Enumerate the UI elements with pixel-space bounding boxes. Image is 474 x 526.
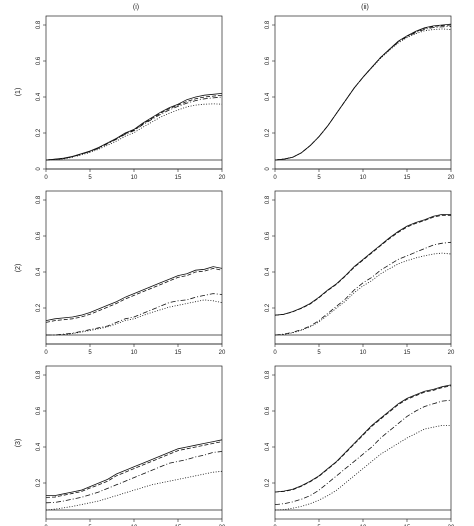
y-tick-label: 0.4 xyxy=(36,92,42,101)
y-tick-label: 0.8 xyxy=(36,20,42,29)
column-label-i: (i) xyxy=(133,4,139,11)
y-tick-label: 0.2 xyxy=(36,128,42,137)
series-line-dashdot xyxy=(45,451,223,504)
column-label-ii: (ii) xyxy=(361,4,369,11)
x-tick-label: 10 xyxy=(360,350,367,356)
series-line-dotted xyxy=(274,424,451,511)
series-line-dotted xyxy=(45,470,223,511)
series-line-solid xyxy=(274,213,451,316)
series-line-dashdot xyxy=(46,293,223,336)
series-line-dashed xyxy=(45,441,223,498)
y-tick-label: 0.6 xyxy=(265,56,271,65)
series-line-dashdot xyxy=(45,96,223,161)
series-line-solid xyxy=(45,266,223,321)
x-tick-label: 15 xyxy=(175,175,182,181)
plot-frame xyxy=(274,15,452,170)
series-line-solid xyxy=(46,439,223,497)
x-tick-label: 0 xyxy=(273,175,277,181)
x-tick-label: 20 xyxy=(219,350,226,356)
y-tick-label: 0.6 xyxy=(36,231,42,240)
x-tick-label: 10 xyxy=(131,175,138,181)
y-tick-label: 0.4 xyxy=(36,442,42,451)
plot-frame xyxy=(274,190,452,345)
x-tick-label: 15 xyxy=(404,350,411,356)
y-tick-label: 0.2 xyxy=(36,303,42,312)
x-tick-label: 10 xyxy=(131,350,138,356)
y-tick-label: 0 xyxy=(265,167,271,171)
y-tick-label: 0 xyxy=(36,167,42,171)
x-tick-label: 0 xyxy=(44,350,48,356)
x-tick-label: 15 xyxy=(404,175,411,181)
y-tick-label: 0.8 xyxy=(265,370,271,379)
series-line-dashed xyxy=(274,385,452,493)
x-tick-label: 20 xyxy=(448,175,455,181)
y-tick-label: 0.8 xyxy=(36,195,42,204)
x-tick-label: 15 xyxy=(175,350,182,356)
y-tick-label: 0.2 xyxy=(265,478,271,487)
x-tick-label: 5 xyxy=(88,350,92,356)
x-tick-label: 5 xyxy=(88,175,92,181)
panel-2-1: 0.2 0.4 0.6 0.8 0 5 10 15 20 xyxy=(36,190,226,356)
series-line-dashdot xyxy=(274,26,452,161)
y-tick-label: 0.6 xyxy=(36,406,42,415)
y-tick-label: 0.2 xyxy=(265,128,271,137)
series-line-dashed xyxy=(45,94,223,161)
panels-group: 0 0.2 0.4 0.6 0.8 0 5 10 15 20 0 0.2 0.4 0.6 0.8 0 5 10 15… xyxy=(36,15,455,526)
y-tick-label: 0.6 xyxy=(265,231,271,240)
plot-frame xyxy=(45,190,223,345)
row-label-3: (3) xyxy=(15,439,22,448)
y-tick-label: 0.8 xyxy=(265,20,271,29)
y-tick-label: 0.4 xyxy=(265,92,271,101)
series-line-dotted xyxy=(46,299,223,336)
y-tick-label: 0.2 xyxy=(265,303,271,312)
x-tick-label: 5 xyxy=(317,175,321,181)
y-tick-label: 0.4 xyxy=(36,267,42,276)
plot-frame xyxy=(274,365,452,520)
series-line-solid xyxy=(274,23,452,161)
y-tick-label: 0.6 xyxy=(265,406,271,415)
series-line-dashed xyxy=(45,267,223,323)
panel-2-2: 0.2 0.4 0.6 0.8 0 5 10 15 20 xyxy=(265,190,455,356)
panel-1-1: 0 0.2 0.4 0.6 0.8 0 5 10 15 20 xyxy=(36,15,226,181)
y-tick-label: 0.4 xyxy=(265,267,271,276)
y-tick-label: 0.2 xyxy=(36,478,42,487)
x-tick-label: 10 xyxy=(360,175,367,181)
series-line-solid xyxy=(274,384,452,493)
y-tick-label: 0.6 xyxy=(36,56,42,65)
plot-frame xyxy=(45,365,223,520)
series-line-dotted xyxy=(274,28,452,161)
row-label-2: (2) xyxy=(15,264,22,273)
plot-frame xyxy=(45,15,223,170)
x-tick-label: 0 xyxy=(273,350,277,356)
series-line-dashdot xyxy=(274,241,452,336)
x-tick-label: 20 xyxy=(219,175,226,181)
x-tick-label: 5 xyxy=(317,350,321,356)
y-tick-label: 0.8 xyxy=(265,195,271,204)
series-line-solid xyxy=(45,93,223,161)
series-line-dashed xyxy=(274,214,451,316)
panel-1-2: 0 0.2 0.4 0.6 0.8 0 5 10 15 20 xyxy=(265,15,455,181)
series-line-dotted xyxy=(274,252,452,336)
x-tick-label: 20 xyxy=(448,350,455,356)
series-line-dashed xyxy=(274,24,452,161)
series-line-dotted xyxy=(45,103,223,161)
y-tick-label: 0.8 xyxy=(36,370,42,379)
x-tick-label: 0 xyxy=(44,175,48,181)
row-label-1: (1) xyxy=(15,88,22,97)
series-line-dashdot xyxy=(274,399,452,505)
y-tick-label: 0.4 xyxy=(265,442,271,451)
